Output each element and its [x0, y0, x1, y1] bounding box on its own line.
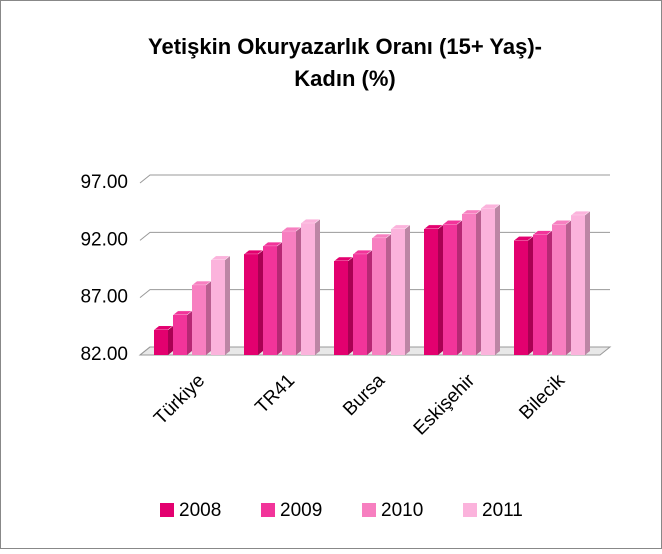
- bar-side: [348, 256, 353, 355]
- bar: [173, 314, 187, 355]
- bar: [334, 260, 348, 355]
- legend-label: 2009: [280, 500, 322, 521]
- bar: [211, 259, 225, 355]
- bar: [192, 285, 206, 355]
- bar-side: [225, 255, 230, 355]
- legend-label: 2008: [179, 500, 221, 521]
- bar: [533, 234, 547, 355]
- bar-side: [277, 242, 282, 355]
- bar: [391, 228, 405, 355]
- bar-side: [187, 310, 192, 355]
- bar-side: [438, 224, 443, 355]
- y-tick-label: 87.00: [80, 287, 128, 308]
- legend-swatch: [362, 503, 376, 517]
- bar: [514, 240, 528, 355]
- bar-side: [528, 236, 533, 355]
- bar-side: [367, 250, 372, 355]
- bar-side: [547, 230, 552, 355]
- grid-line: [139, 174, 610, 184]
- legend-label: 2011: [482, 500, 523, 521]
- bar: [244, 254, 258, 355]
- bar-side: [168, 325, 173, 355]
- legend-label: 2010: [381, 500, 423, 521]
- bar: [301, 223, 315, 355]
- bar: [424, 228, 438, 355]
- bar: [282, 231, 296, 355]
- chart-title: Yetişkin Okuryazarlık Oranı (15+ Yaş)-: [148, 34, 542, 59]
- bar: [372, 238, 386, 355]
- bar-side: [566, 220, 571, 355]
- bar: [552, 224, 566, 355]
- bar: [154, 329, 168, 355]
- bar-side: [457, 220, 462, 355]
- bar-side: [495, 204, 500, 355]
- y-tick-label: 82.00: [80, 344, 128, 365]
- y-tick-label: 92.00: [80, 229, 128, 250]
- y-tick-label: 97.00: [80, 172, 128, 193]
- legend-swatch: [261, 503, 275, 517]
- bar-side: [296, 227, 301, 355]
- bar: [571, 215, 585, 355]
- bar-side: [258, 250, 263, 355]
- bar: [443, 224, 457, 355]
- legend-swatch: [463, 503, 477, 517]
- bar-side: [585, 211, 590, 355]
- bar-side: [206, 281, 211, 355]
- bar-side: [386, 234, 391, 355]
- legend-swatch: [160, 503, 174, 517]
- bar: [462, 213, 476, 355]
- chart-title: Kadın (%): [294, 66, 395, 91]
- bar-side: [405, 224, 410, 355]
- bar: [263, 246, 277, 355]
- bar-side: [476, 209, 481, 355]
- bar-side: [315, 219, 320, 355]
- bar: [353, 254, 367, 355]
- bar: [481, 208, 495, 355]
